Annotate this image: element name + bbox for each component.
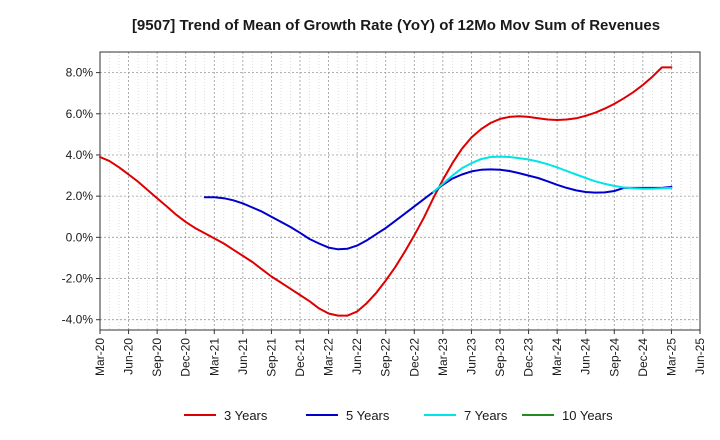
y-tick-label: 2.0% <box>66 189 94 203</box>
x-tick-label: Sep-22 <box>379 338 393 377</box>
x-tick-label: Jun-22 <box>350 338 364 375</box>
x-tick-label: Sep-23 <box>493 338 507 377</box>
x-axis: Mar-20 Jun-20 Sep-20 Dec-20 Mar-21 Jun-21 Sep-… <box>93 330 707 377</box>
legend-label-7-years: 7 Years <box>464 408 508 423</box>
x-tick-label: Jun-24 <box>579 338 593 375</box>
y-tick-label: -2.0% <box>62 272 94 286</box>
x-tick-label: Mar-23 <box>436 338 450 376</box>
x-tick-label: Mar-25 <box>664 338 678 376</box>
x-tick-label: Mar-20 <box>93 338 107 376</box>
chart-title: [9507] Trend of Mean of Growth Rate (YoY… <box>132 17 660 34</box>
x-tick-label: Mar-24 <box>550 338 564 376</box>
x-tick-label: Jun-21 <box>236 338 250 375</box>
x-tick-label: Dec-22 <box>407 338 421 377</box>
plot-area <box>99 51 701 331</box>
legend-label-5-years: 5 Years <box>346 408 390 423</box>
x-tick-label: Mar-21 <box>207 338 221 376</box>
y-tick-label: 4.0% <box>66 148 94 162</box>
x-tick-label: Dec-20 <box>179 338 193 377</box>
grid <box>99 52 701 330</box>
x-tick-label: Sep-21 <box>264 338 278 377</box>
x-tick-label: Dec-23 <box>522 338 536 377</box>
x-tick-label: Jun-25 <box>693 338 707 375</box>
x-tick-label: Sep-20 <box>150 338 164 377</box>
x-tick-label: Mar-22 <box>322 338 336 376</box>
x-tick-label: Jun-20 <box>122 338 136 375</box>
legend: 3 Years 5 Years 7 Years 10 Years <box>184 408 613 423</box>
x-tick-label: Dec-21 <box>293 338 307 377</box>
y-tick-label: 0.0% <box>66 230 94 244</box>
series-lines <box>99 66 673 317</box>
series-line-7-years <box>432 155 673 193</box>
y-tick-label: 8.0% <box>66 66 94 80</box>
x-tick-label: Dec-24 <box>636 338 650 377</box>
legend-label-3-years: 3 Years <box>224 408 268 423</box>
y-axis: -4.0% -2.0% 0.0% 2.0% 4.0% 6.0% 8.0% <box>62 66 100 327</box>
y-tick-label: -4.0% <box>62 313 94 327</box>
y-tick-label: 6.0% <box>66 107 94 121</box>
series-line-3-years <box>99 66 673 317</box>
x-tick-label: Sep-24 <box>607 338 621 377</box>
legend-label-10-years: 10 Years <box>562 408 613 423</box>
x-tick-label: Jun-23 <box>464 338 478 375</box>
